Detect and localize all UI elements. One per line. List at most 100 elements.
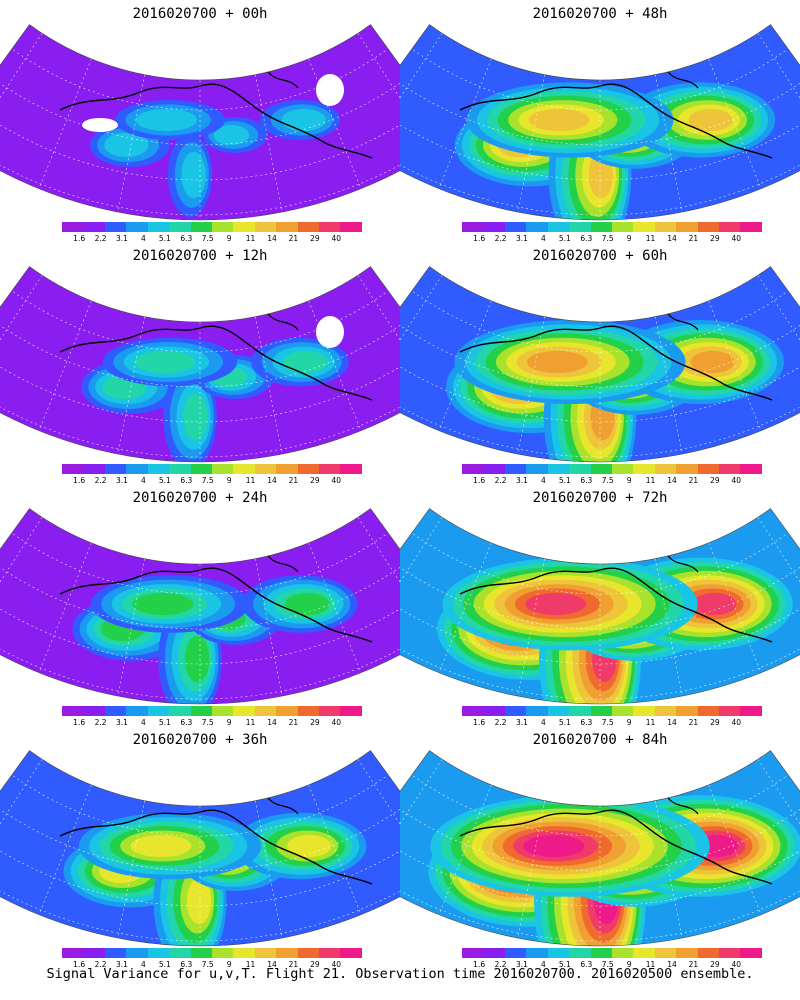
colorbar-tick-label: 29 (710, 960, 720, 969)
colorbar-cell (276, 222, 298, 232)
colorbar-tick-label: 40 (331, 960, 342, 969)
colorbar-tick-label: 2.2 (494, 960, 507, 969)
colorbar-cell (547, 464, 570, 474)
colorbar-tick-label: 2.2 (494, 476, 507, 485)
colorbar-cell (211, 464, 234, 474)
colorbar-tick-label: 3.1 (116, 476, 128, 485)
colorbar-cell (697, 948, 720, 958)
colorbar-cell (147, 222, 170, 232)
no-data-patch (128, 292, 172, 312)
colorbar-cell (483, 222, 505, 232)
colorbar-tick-label: 4 (141, 476, 146, 485)
colorbar-tick-label: 11 (245, 234, 256, 243)
colorbar-cell (676, 948, 698, 958)
colorbar-cell (697, 706, 720, 716)
colorbar-tick-label: 5.1 (158, 234, 171, 243)
colorbar-cell (190, 706, 212, 716)
colorbar-tick-label: 4 (541, 234, 546, 243)
colorbar-cell (569, 222, 591, 232)
variance-contour (185, 635, 210, 683)
colorbar-cell (211, 222, 234, 232)
colorbar-tick-label: 14 (267, 960, 277, 969)
colorbar-cell (104, 464, 127, 474)
colorbar-cell (697, 222, 720, 232)
no-data-patch (128, 534, 172, 554)
colorbar-tick-label: 6.3 (180, 960, 193, 969)
colorbar-tick-label: 11 (645, 960, 656, 969)
colorbar-cell (276, 706, 298, 716)
colorbar-tick-label: 2.2 (94, 960, 107, 969)
colorbar-cell (319, 222, 341, 232)
colorbar-cell (297, 464, 320, 474)
colorbar-tick-label: 6.3 (580, 718, 593, 727)
colorbar-cell (719, 464, 741, 474)
colorbar-tick-label: 9 (226, 234, 232, 243)
colorbar-labels-48h: 1.6 2.2 3.1 4 5.1 6.3 7.5 9 11 14 21 29 40 (462, 234, 762, 244)
colorbar-tick-label: 9 (226, 476, 232, 485)
variance-map-12h (0, 266, 400, 463)
colorbar-tick-label: 2.2 (94, 718, 107, 727)
colorbar-cell (483, 948, 505, 958)
colorbar-tick-label: 4 (541, 718, 546, 727)
variance-map-48h (400, 24, 800, 221)
colorbar-tick-label: 4 (541, 476, 546, 485)
colorbar-cell (633, 706, 655, 716)
colorbar-labels-84h: 1.6 2.2 3.1 4 5.1 6.3 7.5 9 11 14 21 29 40 (462, 960, 762, 970)
colorbar-cell (319, 464, 341, 474)
colorbar-cell (169, 222, 191, 232)
colorbar-tick-label: 2.2 (94, 234, 107, 243)
colorbar-cell (676, 706, 698, 716)
map-panel-48h: 2016020700 + 48h 1.6 2.2 3.1 4 5.1 6.3 7.5 9 11 14… (400, 0, 800, 244)
colorbar-tick-label: 1.6 (473, 234, 486, 243)
colorbar-cell (590, 222, 612, 232)
colorbar-cell (233, 948, 255, 958)
coastline (459, 567, 773, 643)
colorbar-tick-label: 1.6 (73, 476, 86, 485)
no-data-patch (316, 316, 344, 348)
colorbar-tick-label: 1.6 (73, 960, 86, 969)
colorbar-tick-label: 11 (245, 960, 256, 969)
colorbar-tick-label: 1.6 (473, 476, 486, 485)
colorbar-tick-label: 7.5 (601, 476, 614, 485)
colorbar-cell (340, 948, 362, 958)
map-panel-84h: 2016020700 + 84h 1.6 2.2 3.1 4 5.1 6.3 7.5 9 11 14… (400, 726, 800, 970)
colorbar-12h (62, 464, 362, 474)
variance-contour (134, 350, 196, 374)
colorbar-cell (233, 706, 255, 716)
variance-map-24h (0, 508, 400, 705)
colorbar-tick-label: 4 (141, 234, 146, 243)
colorbar-cell (62, 464, 84, 474)
colorbar-tick-label: 7.5 (601, 718, 614, 727)
colorbar-cell (211, 948, 234, 958)
coastline (459, 83, 773, 159)
panel-title-36h: 2016020700 + 36h (132, 732, 268, 748)
colorbar-cell (126, 222, 148, 232)
variance-contour (528, 108, 590, 132)
panel-title-00h: 2016020700 + 00h (132, 6, 268, 22)
colorbar-cell (169, 948, 191, 958)
colorbar-cell (547, 222, 570, 232)
colorbar-cell (547, 948, 570, 958)
colorbar-tick-label: 3.1 (116, 960, 128, 969)
colorbar-cell (233, 222, 255, 232)
colorbar-84h (462, 948, 762, 958)
map-panel-72h: 2016020700 + 72h 1.6 2.2 3.1 4 5.1 6.3 7.5 9 11 14… (400, 484, 800, 727)
colorbar-cell (462, 948, 484, 958)
colorbar-tick-label: 21 (688, 234, 699, 243)
colorbar-cell (719, 222, 741, 232)
colorbar-36h (62, 948, 362, 958)
colorbar-tick-label: 9 (626, 234, 632, 243)
colorbar-cell (526, 464, 548, 474)
colorbar-cell (633, 464, 655, 474)
colorbar-tick-label: 9 (226, 718, 232, 727)
variance-contour (181, 151, 206, 199)
variance-contour (692, 593, 737, 615)
colorbar-tick-label: 7.5 (201, 960, 214, 969)
colorbar-cell (611, 222, 634, 232)
colorbar-24h (62, 706, 362, 716)
variance-contour (525, 593, 586, 615)
colorbar-labels-60h: 1.6 2.2 3.1 4 5.1 6.3 7.5 9 11 14 21 29 40 (462, 476, 762, 486)
coastline (459, 809, 773, 885)
no-data-patch (242, 45, 278, 65)
coastline (459, 325, 773, 401)
